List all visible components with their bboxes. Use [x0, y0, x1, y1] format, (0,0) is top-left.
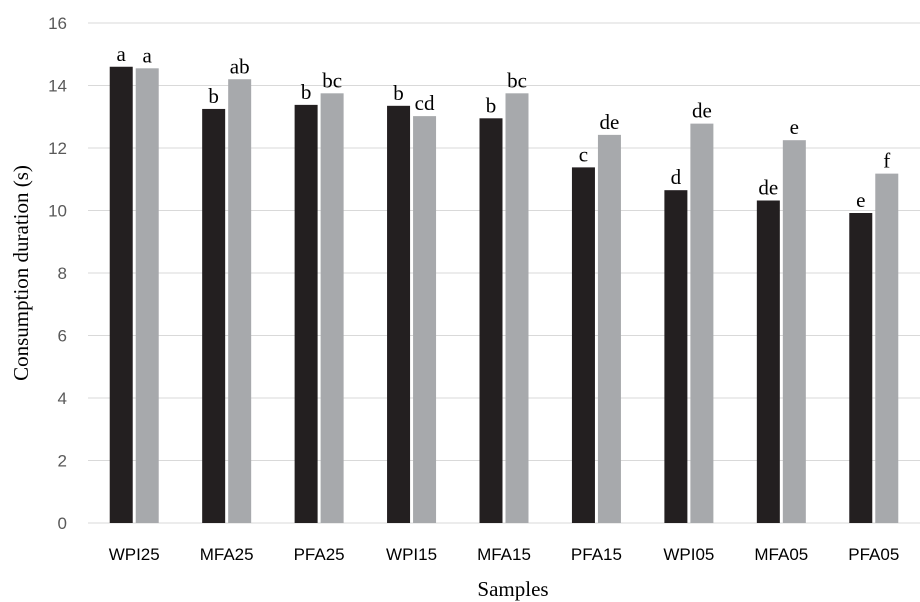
bar: [413, 116, 437, 523]
bar: [664, 190, 688, 523]
bar: [875, 173, 899, 523]
x-axis-title: Samples: [477, 577, 548, 601]
bar: [505, 93, 529, 523]
bar-data-label: ab: [230, 54, 250, 78]
bar: [849, 213, 873, 523]
bar: [109, 66, 133, 523]
bar-data-label: de: [600, 110, 620, 134]
bar-data-label: a: [117, 42, 127, 66]
y-axis-ticks: 0 2 4 6 8 10 12 14 16: [48, 14, 67, 533]
bar: [387, 105, 411, 523]
bar-data-label: bc: [507, 68, 527, 92]
x-tick-label: MFA05: [754, 545, 808, 564]
bar: [228, 79, 252, 523]
y-tick-label: 14: [48, 77, 67, 96]
bar: [479, 118, 503, 523]
x-tick-label: PFA25: [294, 545, 345, 564]
bar: [571, 167, 595, 523]
bar-data-label: c: [579, 142, 588, 166]
bar-data-label: e: [856, 188, 865, 212]
y-tick-label: 8: [58, 264, 67, 283]
y-tick-label: 12: [48, 139, 67, 158]
bar: [782, 140, 806, 523]
bar-data-label: b: [208, 84, 219, 108]
gridlines: [88, 22, 920, 524]
x-axis-ticks: WPI25 MFA25 PFA25 WPI15 MFA15 PFA15 WPI05 MFA05…: [109, 545, 900, 564]
x-tick-label: WPI05: [663, 545, 714, 564]
y-tick-label: 2: [58, 452, 67, 471]
bar-data-label: d: [671, 165, 682, 189]
bar: [135, 68, 159, 523]
bar: [320, 93, 344, 523]
y-tick-label: 0: [58, 514, 67, 533]
x-tick-label: PFA05: [848, 545, 899, 564]
x-tick-label: MFA25: [200, 545, 254, 564]
x-tick-label: PFA15: [571, 545, 622, 564]
bar-data-label: b: [393, 81, 404, 105]
y-tick-label: 16: [48, 14, 67, 33]
bar-data-label: b: [486, 93, 497, 117]
bar-data-label: cd: [415, 91, 435, 115]
bar-data-label: a: [143, 43, 153, 67]
bar: [294, 104, 318, 523]
y-axis-title: Consumption duration (s): [9, 165, 33, 381]
x-tick-label: WPI25: [109, 545, 160, 564]
x-tick-label: MFA15: [477, 545, 531, 564]
y-tick-label: 6: [58, 327, 67, 346]
bar-data-label: de: [692, 99, 712, 123]
bar: [202, 108, 226, 523]
bar-data-label: b: [301, 80, 312, 104]
bar-data-label: de: [758, 176, 778, 200]
bar: [756, 200, 780, 523]
bar-data-label: e: [790, 115, 799, 139]
y-tick-label: 10: [48, 202, 67, 221]
y-tick-label: 4: [58, 389, 67, 408]
bars: [109, 66, 899, 523]
bar: [690, 123, 714, 523]
bar-data-label: f: [883, 149, 890, 173]
x-tick-label: WPI15: [386, 545, 437, 564]
bar: [597, 134, 621, 523]
bar-data-label: bc: [322, 68, 342, 92]
